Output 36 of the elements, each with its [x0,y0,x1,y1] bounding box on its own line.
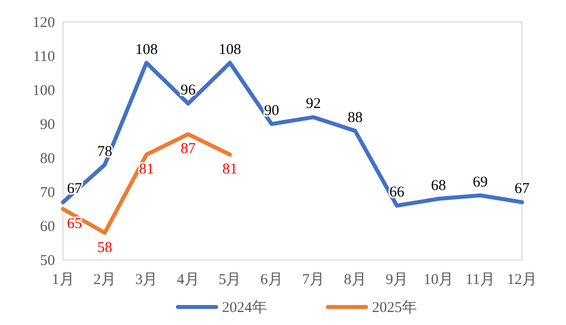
x-tick-label: 1月 [52,272,74,288]
x-tick-label: 12月 [507,272,537,288]
data-label: 81 [222,162,238,178]
data-label: 108 [135,42,158,58]
x-tick-label: 3月 [135,272,158,288]
data-label: 81 [138,162,154,178]
data-label: 88 [348,110,363,126]
y-tick-label: 60 [40,219,55,235]
data-label: 96 [180,82,196,99]
data-label: 69 [472,174,488,190]
y-tick-label: 70 [40,185,55,201]
x-tick-label: 4月 [176,272,200,288]
legend-label: 2024年 [222,299,267,316]
x-tick-label: 10月 [424,272,454,288]
x-tick-label: 7月 [302,272,325,288]
x-tick-label: 2月 [93,272,116,288]
y-tick-label: 120 [32,15,55,31]
data-label: 68 [431,178,446,194]
data-label: 65 [67,216,82,232]
data-label: 92 [306,96,321,112]
legend-label: 2025年 [372,299,417,316]
y-tick-label: 110 [33,49,55,65]
y-tick-label: 80 [40,151,55,167]
data-label: 90 [264,103,280,119]
x-tick-label: 6月 [260,272,283,288]
data-label: 87 [180,141,196,158]
data-label: 67 [514,181,530,198]
y-tick-label: 100 [32,83,55,99]
data-label: 108 [218,42,242,58]
y-tick-label: 50 [40,253,55,269]
x-tick-label: 11月 [466,272,495,288]
x-tick-label: 9月 [386,272,408,288]
x-tick-label: 8月 [344,272,366,288]
y-tick-label: 90 [40,117,55,133]
data-label: 58 [97,240,112,256]
x-tick-label: 5月 [218,272,242,288]
